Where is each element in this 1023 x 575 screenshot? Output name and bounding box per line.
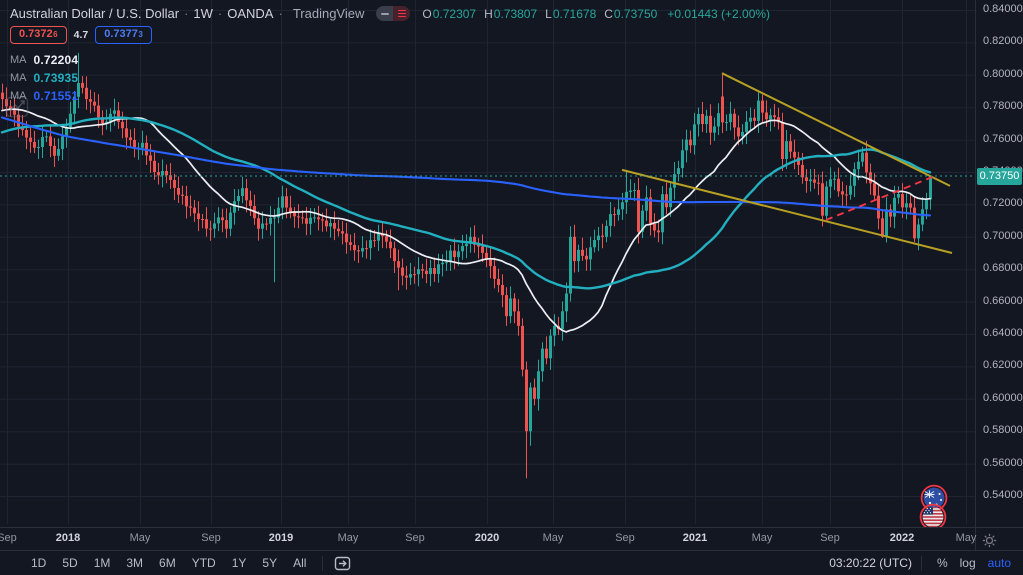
ask-price-pip: 3 bbox=[138, 30, 143, 39]
price-axis[interactable]: 0.840000.820000.800000.780000.760000.740… bbox=[975, 0, 1023, 527]
minimize-icon bbox=[376, 6, 394, 21]
sell-button[interactable]: 0.7372 6 bbox=[10, 26, 67, 44]
price-axis-label: 0.84000 bbox=[983, 3, 1023, 15]
price-axis-label: 0.58000 bbox=[983, 424, 1023, 437]
ma-line-20 bbox=[1, 108, 931, 333]
price-axis-label: 0.78000 bbox=[983, 100, 1023, 113]
time-axis-label: 2018 bbox=[55, 532, 81, 544]
axis-corner-divider bbox=[975, 528, 976, 551]
list-icon bbox=[393, 6, 411, 21]
time-axis-label: May bbox=[337, 532, 359, 544]
tradingview-logo-text[interactable]: TradingView bbox=[292, 6, 365, 21]
time-axis-label: 2019 bbox=[268, 532, 294, 544]
range-button-1y[interactable]: 1Y bbox=[225, 554, 254, 572]
currency-pair-flags bbox=[918, 484, 952, 532]
bid-price-pip: 6 bbox=[53, 30, 58, 39]
exchange-label: OANDA bbox=[227, 6, 274, 21]
buy-button[interactable]: 0.7377 3 bbox=[95, 26, 152, 44]
interval-label[interactable]: 1W bbox=[193, 6, 213, 21]
spread-value: 4.7 bbox=[73, 29, 89, 41]
title-separator: · bbox=[217, 6, 223, 21]
wedge-lower-trendline[interactable] bbox=[621, 168, 953, 254]
percent-scale-button[interactable]: % bbox=[931, 554, 954, 572]
bottom-toolbar: 1D 5D 1M 3M 6M YTD 1Y 5Y All 03:20:22 (UTC) % lo… bbox=[0, 550, 1023, 575]
price-axis-label: 0.64000 bbox=[983, 327, 1023, 339]
range-button-5y[interactable]: 5Y bbox=[255, 554, 284, 572]
price-axis-label: 0.70000 bbox=[983, 229, 1023, 242]
time-axis[interactable]: Sep 2018 May Sep 2019 May Sep 2020 May Sep 2021 May… bbox=[0, 527, 1023, 551]
last-price-label: 0.73750 bbox=[977, 167, 1022, 185]
auto-scale-button[interactable]: auto bbox=[982, 554, 1017, 572]
time-axis-label: 2020 bbox=[474, 532, 500, 544]
ma-legend-row: MA 0.71551 bbox=[10, 89, 79, 103]
price-axis-label: 0.80000 bbox=[983, 67, 1023, 80]
toolbar-right-group: 03:20:22 (UTC) % log auto bbox=[829, 554, 1017, 572]
time-axis-label: Sep bbox=[201, 532, 221, 544]
symbol-title-row: Australian Dollar / U.S. Dollar · 1W · O… bbox=[10, 6, 770, 21]
price-axis-label: 0.72000 bbox=[983, 197, 1023, 210]
wedge-upper-trendline[interactable] bbox=[721, 72, 951, 187]
toolbar-divider bbox=[920, 555, 922, 571]
price-axis-label: 0.66000 bbox=[983, 294, 1023, 307]
range-button-5d[interactable]: 5D bbox=[55, 554, 84, 572]
momentum-dashed-line[interactable] bbox=[825, 174, 938, 221]
time-axis-label: May bbox=[542, 532, 564, 544]
source-toggle[interactable] bbox=[376, 6, 411, 21]
range-button-ytd[interactable]: YTD bbox=[185, 554, 223, 572]
ma-line-50 bbox=[0, 116, 932, 290]
ohlc-l: L0.71678 bbox=[545, 6, 597, 21]
range-button-6m[interactable]: 6M bbox=[152, 554, 183, 572]
date-range-buttons: 1D 5D 1M 3M 6M YTD 1Y 5Y All bbox=[24, 554, 313, 572]
ohlc-c: C0.73750 bbox=[604, 6, 658, 21]
price-axis-label: 0.82000 bbox=[983, 35, 1023, 48]
range-button-3m[interactable]: 3M bbox=[119, 554, 150, 572]
time-axis-label: Sep bbox=[615, 532, 635, 544]
price-axis-label: 0.60000 bbox=[983, 391, 1023, 404]
ask-price: 0.7377 bbox=[104, 28, 138, 40]
ma-line-200 bbox=[0, 116, 932, 217]
bid-price: 0.7372 bbox=[19, 28, 53, 40]
range-button-1m[interactable]: 1M bbox=[87, 554, 118, 572]
price-axis-label: 0.56000 bbox=[983, 456, 1023, 469]
time-axis-label: May bbox=[955, 532, 977, 544]
toolbar-divider bbox=[322, 555, 324, 571]
chart-legend: Australian Dollar / U.S. Dollar · 1W · O… bbox=[10, 6, 770, 105]
symbol-title[interactable]: Australian Dollar / U.S. Dollar bbox=[10, 6, 180, 21]
price-axis-label: 0.76000 bbox=[983, 132, 1023, 145]
price-axis-label: 0.62000 bbox=[983, 359, 1023, 372]
range-button-1d[interactable]: 1D bbox=[24, 554, 53, 572]
aud-flag-icon bbox=[920, 484, 948, 512]
time-axis-label: Sep bbox=[820, 532, 840, 544]
clock[interactable]: 03:20:22 (UTC) bbox=[829, 556, 912, 570]
time-axis-label: Sep bbox=[405, 532, 425, 544]
go-to-date-button[interactable] bbox=[332, 554, 353, 573]
time-axis-label: 2021 bbox=[682, 532, 708, 544]
title-separator: · bbox=[184, 6, 189, 21]
usd-flag-icon bbox=[919, 503, 947, 531]
time-axis-label: Sep bbox=[0, 532, 17, 544]
ohlc-o: O0.72307 bbox=[422, 6, 477, 21]
time-axis-label: 2022 bbox=[889, 532, 915, 544]
axis-settings-gear-icon[interactable] bbox=[982, 532, 998, 548]
price-axis-label: 0.54000 bbox=[983, 489, 1023, 501]
time-axis-label: May bbox=[129, 532, 151, 544]
ma-legend: MA 0.72204 MA 0.73935 MA 0.71551 bbox=[10, 51, 770, 105]
title-separator: · bbox=[278, 6, 283, 21]
ma-legend-row: MA 0.72204 bbox=[10, 53, 79, 67]
price-chart-canvas[interactable] bbox=[0, 0, 975, 527]
bid-ask-row: 0.7372 6 4.7 0.7377 3 bbox=[10, 26, 770, 44]
change-value: +0.01443 (+2.00%) bbox=[667, 6, 771, 21]
price-axis-label: 0.68000 bbox=[983, 262, 1023, 275]
chart-watermark-icon bbox=[5, 96, 30, 119]
log-scale-button[interactable]: log bbox=[954, 554, 982, 572]
time-axis-label: May bbox=[751, 532, 773, 544]
range-button-all[interactable]: All bbox=[286, 554, 313, 572]
ohlc-values: O0.72307 H0.73807 L0.71678 C0.73750 bbox=[422, 7, 665, 21]
ma-legend-row: MA 0.73935 bbox=[10, 71, 79, 85]
ohlc-h: H0.73807 bbox=[484, 6, 538, 21]
